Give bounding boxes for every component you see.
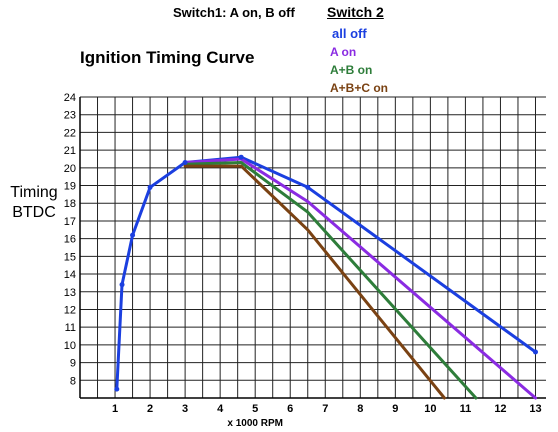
chart-title: Ignition Timing Curve	[80, 48, 255, 67]
y-tick-label: 11	[65, 322, 76, 334]
y-tick-label: 23	[64, 110, 76, 122]
x-tick-label: 6	[287, 403, 293, 415]
y-tick-label: 22	[64, 127, 76, 139]
x-tick-label: 9	[392, 403, 398, 415]
legend-entry-4: A+B+C on	[330, 81, 389, 95]
x-axis-label: x 1000 RPM	[227, 418, 283, 429]
y-tick-label: 24	[64, 92, 76, 104]
data-point	[532, 349, 538, 355]
series-line-2	[183, 157, 537, 400]
y-tick-label: 8	[70, 375, 76, 387]
y-tick-label: 15	[64, 251, 76, 263]
x-tick-label: 13	[529, 403, 541, 415]
x-tick-label: 8	[357, 403, 363, 415]
legend-entry-2: A on	[330, 45, 357, 59]
y-axis-label-line2: BTDC	[12, 204, 56, 221]
x-tick-label: 11	[460, 403, 472, 415]
y-tick-label: 12	[64, 304, 76, 316]
switch1-label: Switch1: A on, B off	[173, 5, 295, 20]
y-tick-label: 13	[64, 287, 76, 299]
y-axis-label: Timing BTDC	[6, 183, 62, 223]
y-axis-label-line1: Timing	[10, 184, 58, 201]
x-tick-label: 2	[147, 403, 153, 415]
y-tick-label: 18	[64, 198, 76, 210]
series-line-1	[115, 155, 537, 391]
y-tick-label: 21	[64, 145, 76, 157]
x-tick-label: 5	[252, 403, 258, 415]
x-tick-label: 3	[182, 403, 188, 415]
x-tick-label: 1	[112, 403, 118, 415]
y-tick-label: 10	[64, 340, 76, 352]
x-tick-label: 4	[217, 403, 224, 415]
series-line-4	[183, 164, 446, 400]
y-tick-label: 17	[64, 216, 76, 228]
data-point	[130, 232, 136, 238]
legend: all off A on A+B on A+B+C on	[330, 25, 388, 97]
legend-entry-1: all off	[332, 26, 367, 41]
data-point	[238, 154, 244, 160]
y-tick-label: 20	[64, 163, 76, 175]
x-tick-label: 12	[494, 403, 506, 415]
switch2-legend-title: Switch 2	[327, 4, 384, 20]
data-point	[147, 184, 153, 190]
x-tick-label: 7	[322, 403, 328, 415]
x-tick-label: 10	[424, 403, 436, 415]
legend-entry-3: A+B on	[330, 63, 373, 77]
grid	[80, 96, 546, 398]
y-tick-label: 16	[64, 234, 76, 246]
y-tick-label: 19	[64, 181, 76, 193]
series-lines	[114, 154, 538, 400]
y-tick-label: 9	[70, 358, 76, 370]
axes: 1 2 3 4 5 6 7 8 9 10 11 12 1389101112131415161718192…	[64, 92, 546, 429]
y-tick-label: 14	[64, 269, 76, 281]
data-point	[305, 184, 311, 190]
series-line-3	[183, 161, 478, 400]
data-point	[182, 160, 188, 166]
data-point	[119, 282, 125, 288]
data-point	[114, 386, 120, 392]
